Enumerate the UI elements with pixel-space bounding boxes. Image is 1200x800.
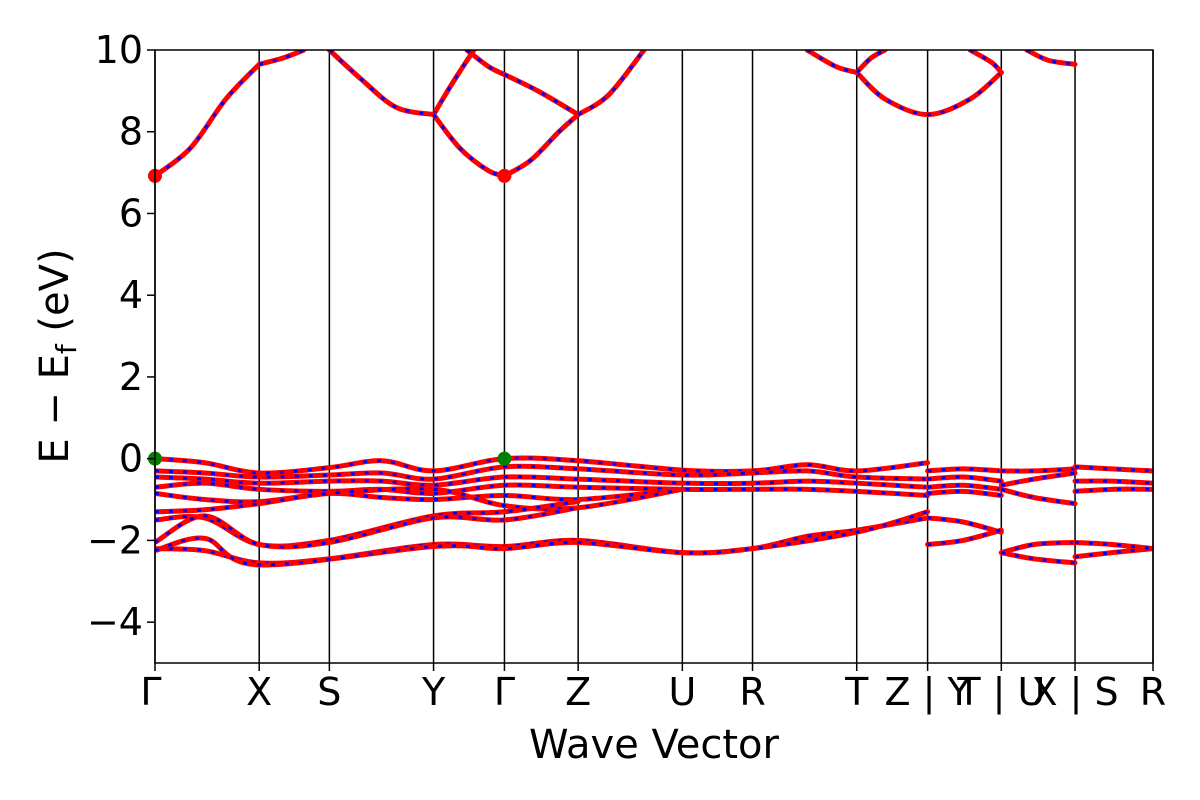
band-line-v23 xyxy=(1072,478,1153,486)
high-symmetry-lines xyxy=(154,50,1154,663)
band-line-v1 xyxy=(155,455,931,476)
x-tick-label: Y xyxy=(421,670,446,714)
band-line-v4 xyxy=(155,480,931,498)
band-line-v21 xyxy=(998,550,1078,566)
band-line-c13 xyxy=(967,50,1004,75)
y-tick-label: 2 xyxy=(119,355,143,399)
x-tick-label: Z xyxy=(565,670,591,714)
band-line-dash-c5 xyxy=(432,113,505,178)
band-line-v12 xyxy=(925,474,1004,484)
band-line-v24 xyxy=(1072,486,1153,494)
band-line-dash-c3 xyxy=(328,50,434,117)
band-line-v18 xyxy=(998,470,1078,488)
band-line-c7 xyxy=(464,50,507,78)
x-tick-label: X xyxy=(246,670,272,714)
band-lines xyxy=(155,50,1153,568)
x-axis-label: Wave Vector xyxy=(529,722,780,768)
y-tick-label: 0 xyxy=(119,437,143,481)
y-axis-label-sub: f xyxy=(50,343,83,354)
band-line-v22 xyxy=(1072,464,1153,474)
x-tick-label: R xyxy=(1140,670,1166,714)
vbm-marker xyxy=(497,451,512,466)
band-line-c6 xyxy=(501,112,581,179)
band-line-c4 xyxy=(431,50,477,118)
x-tick-label: R xyxy=(739,670,765,714)
x-tick-label: T xyxy=(844,670,869,714)
y-axis-label-main: E − E xyxy=(32,354,78,464)
x-tick-label: Γ xyxy=(140,670,161,714)
band-line-c10 xyxy=(804,50,860,75)
band-line-v13 xyxy=(925,482,1004,492)
cbm-marker xyxy=(497,168,512,183)
band-line-dash-c11 xyxy=(855,71,1003,117)
band-line-v11 xyxy=(925,466,1004,474)
band-line-v3 xyxy=(155,474,931,490)
x-tick-label: Γ xyxy=(494,670,515,714)
band-line-c12 xyxy=(854,50,888,75)
y-tick-label: −4 xyxy=(87,600,143,644)
y-tick-label: 4 xyxy=(119,273,143,317)
y-axis-ticks: −4 −2 0 2 4 6 8 10 xyxy=(87,28,155,644)
band-line-v14 xyxy=(925,488,1004,498)
band-line-c5 xyxy=(431,112,507,179)
band-line-dash-c6 xyxy=(503,113,580,178)
band-line-dash-c8 xyxy=(503,73,579,116)
x-tick-label: Z | Y xyxy=(884,670,971,715)
band-line-v15 xyxy=(925,515,1004,535)
band-line-dash-v8 xyxy=(155,506,579,549)
band-line-v10 xyxy=(155,509,931,568)
y-axis-label-unit: (eV) xyxy=(32,248,78,344)
y-tick-label: 8 xyxy=(119,110,143,154)
band-line-v17 xyxy=(998,466,1078,474)
band-line-c3 xyxy=(326,50,437,118)
band-line-c9 xyxy=(575,50,647,118)
band-line-v20 xyxy=(998,539,1078,556)
band-line-v26 xyxy=(1072,539,1153,552)
band-line-v8 xyxy=(155,505,581,550)
y-tick-label: 6 xyxy=(119,191,143,235)
band-line-v19 xyxy=(998,486,1078,507)
y-tick-label: −2 xyxy=(87,518,143,562)
x-tick-label: S xyxy=(317,670,341,714)
band-line-dash-v10 xyxy=(155,510,929,567)
band-line-c2 xyxy=(256,50,307,67)
x-tick-label: X | S xyxy=(1031,670,1118,715)
plot-frame xyxy=(154,49,1154,664)
band-line-dash-c14 xyxy=(1026,50,1076,66)
x-tick-label: T | U xyxy=(956,670,1045,715)
y-tick-label: 10 xyxy=(95,28,143,72)
band-line-v2 xyxy=(155,463,931,482)
band-line-v16 xyxy=(925,527,1004,547)
x-tick-label: U xyxy=(668,670,696,714)
y-axis-label: E − Ef (eV) xyxy=(32,248,83,463)
band-line-c1 xyxy=(155,61,262,179)
